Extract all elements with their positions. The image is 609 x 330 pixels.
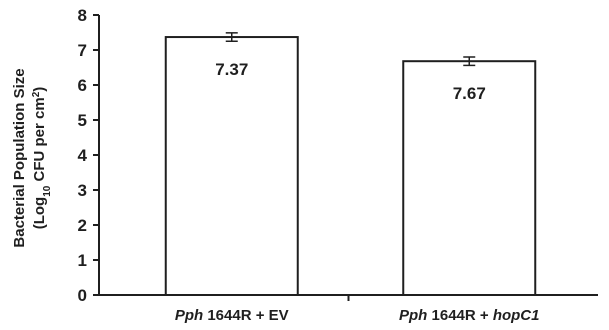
- bar: [164, 36, 299, 297]
- error-bars: [225, 32, 476, 67]
- y-tick-label: 1: [78, 251, 87, 270]
- y-tick-label: 7: [78, 41, 87, 60]
- y-tick-label: 0: [78, 286, 87, 305]
- data-label: 7.37: [215, 60, 248, 79]
- y-tick-label: 3: [78, 181, 87, 200]
- y-axis-title: Bacterial Population Size (Log10 CFU per…: [11, 68, 53, 247]
- y-tick-label: 6: [78, 76, 87, 95]
- bar: [402, 60, 537, 297]
- data-label: 7.67: [453, 84, 486, 103]
- data-labels: 7.37 7.67: [215, 60, 486, 103]
- bars: [164, 36, 537, 297]
- y-tick-label: 8: [78, 6, 87, 25]
- x-category-label: Pph 1644R + EV: [175, 307, 289, 324]
- y-axis-title-line2: (Log10 CFU per cm2): [31, 87, 53, 230]
- y-ticks: 0 1 2 3 4 5 6 7 8: [78, 6, 350, 305]
- y-tick-label: 5: [78, 111, 87, 130]
- x-category-label: Pph 1644R + hopC1: [399, 307, 539, 324]
- y-axis-title-line1: Bacterial Population Size: [11, 68, 28, 247]
- y-tick-label: 4: [78, 146, 88, 165]
- category-labels: Pph 1644R + EV Pph 1644R + hopC1: [175, 307, 540, 324]
- y-tick-label: 2: [78, 216, 87, 235]
